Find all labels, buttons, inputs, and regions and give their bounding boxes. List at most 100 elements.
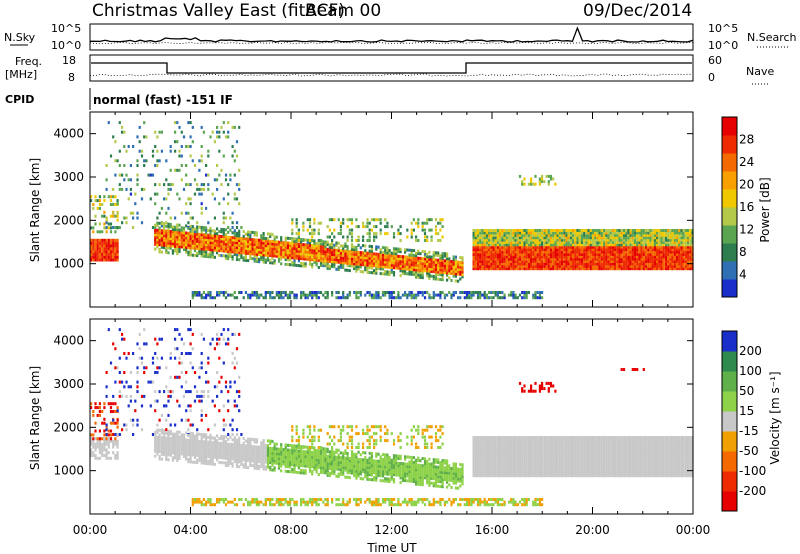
power-cell [675, 260, 679, 263]
power-cell [253, 291, 256, 294]
power-cell [633, 252, 637, 256]
power-cell [605, 243, 608, 247]
power-cell [213, 255, 216, 259]
power-cell [328, 235, 331, 239]
velocity-cell [189, 436, 192, 440]
power-cell [103, 210, 106, 214]
power-cell [207, 293, 210, 297]
velocity-cell [165, 366, 168, 370]
velocity-cell [154, 371, 157, 374]
power-cell [224, 256, 228, 260]
colorbar-segment [722, 243, 737, 262]
velocity-cell [187, 448, 190, 452]
power-cell [412, 273, 415, 276]
power-cell [567, 248, 570, 252]
power-cell [556, 248, 559, 252]
power-cell [249, 235, 252, 239]
velocity-cell [187, 453, 190, 457]
power-cell [580, 250, 583, 254]
power-cell [370, 264, 373, 268]
power-cell [631, 260, 634, 263]
power-cell [682, 229, 685, 232]
power-cell [618, 250, 621, 254]
power-cell [397, 232, 400, 236]
power-cell [324, 264, 327, 268]
power-cell [678, 240, 681, 244]
power-cell [249, 247, 252, 251]
power-cell [483, 257, 486, 261]
power-cell [397, 261, 400, 265]
power-cell [311, 258, 314, 262]
power-cell [233, 250, 236, 254]
power-cell [220, 183, 223, 187]
power-cell [580, 248, 583, 252]
power-cell [408, 260, 411, 264]
power-cell [158, 233, 161, 237]
power-cell [196, 232, 199, 236]
power-cell [675, 248, 679, 252]
power-cell [231, 257, 234, 261]
power-cell [640, 257, 643, 261]
power-cell [684, 252, 687, 256]
velocity-cell [218, 460, 221, 464]
power-cell [211, 246, 214, 250]
power-cell [218, 135, 221, 139]
velocity-cell [182, 445, 186, 449]
power-cell [401, 264, 404, 268]
power-cell [437, 253, 440, 257]
power-cell [543, 245, 546, 249]
power-cell [454, 260, 457, 264]
velocity-cell [211, 443, 214, 447]
power-cell [428, 228, 431, 232]
power-cell [187, 211, 190, 215]
velocity-cell [202, 435, 205, 439]
velocity-cell [167, 429, 170, 433]
power-cell [114, 250, 117, 254]
power-cell [521, 260, 524, 263]
power-cell [516, 236, 519, 240]
power-cell [417, 261, 420, 265]
power-cell [165, 236, 168, 240]
power-cell [452, 262, 455, 266]
velocity-cell [160, 452, 163, 456]
power-cell [218, 202, 221, 206]
power-cell [494, 236, 497, 240]
power-cell [412, 249, 415, 253]
power-cell [567, 238, 570, 242]
power-cell [92, 252, 95, 256]
power-cell [629, 236, 632, 240]
power-cell [492, 262, 495, 266]
power-cell [191, 296, 194, 300]
power-cell [567, 229, 570, 232]
power-cell [658, 243, 661, 247]
power-cell [406, 293, 409, 297]
velocity-cell [156, 342, 159, 346]
power-cell [492, 229, 495, 232]
velocity-cell [182, 440, 186, 444]
power-cell [684, 236, 687, 240]
power-cell [426, 260, 429, 263]
power-cell [335, 241, 338, 245]
power-cell [596, 252, 599, 256]
power-cell [611, 245, 614, 249]
power-cell [536, 250, 539, 254]
power-cell [488, 236, 491, 240]
power-cell [331, 264, 334, 268]
power-cell [98, 199, 101, 203]
power-cell [594, 243, 597, 247]
power-cell [483, 262, 486, 266]
power-cell [441, 225, 444, 229]
power-cell [300, 291, 303, 294]
power-cell [611, 260, 614, 263]
velocity-cell [156, 442, 159, 446]
power-cell [311, 251, 314, 255]
power-cell [554, 264, 557, 268]
power-cell [642, 238, 645, 242]
velocity-cell [140, 394, 144, 398]
velocity-cell [191, 503, 194, 507]
power-cell [569, 240, 572, 244]
velocity-cell [94, 406, 97, 410]
power-cell [319, 291, 323, 294]
power-cell [333, 253, 336, 257]
power-cell [306, 296, 309, 300]
